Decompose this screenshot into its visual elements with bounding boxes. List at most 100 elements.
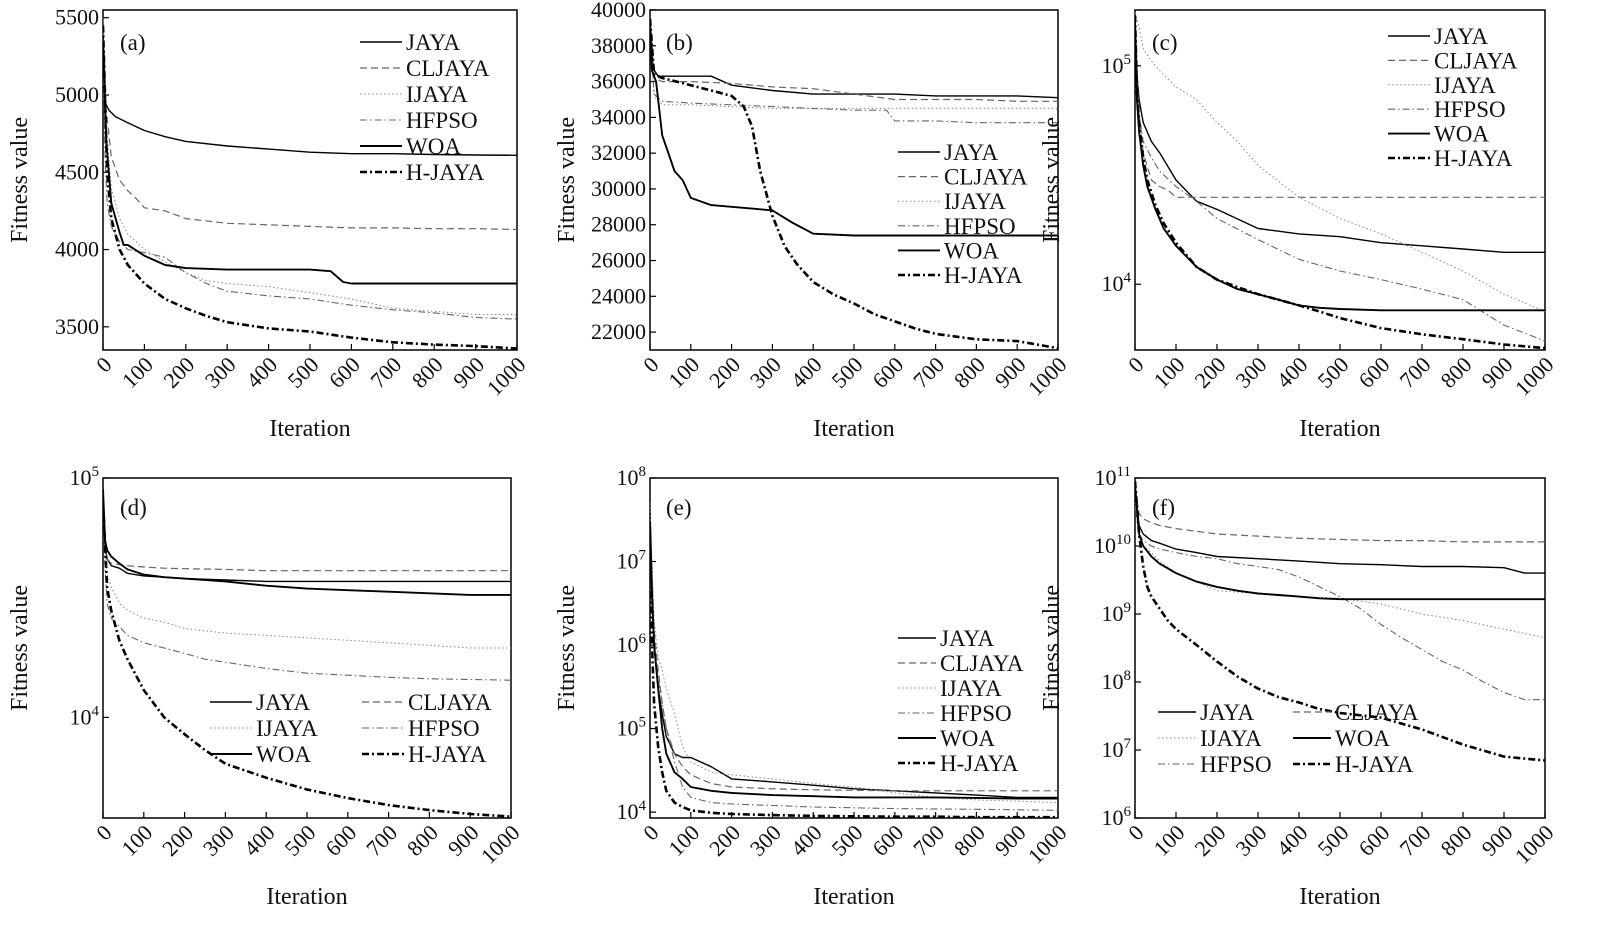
y-tick-label: 5500 [55,5,99,30]
legend-label-cljaya: CLJAYA [406,56,490,81]
series-line-woa [103,488,511,596]
y-axis-title: Fitness value [7,117,33,243]
legend-label-woa: WOA [406,134,461,159]
y-tick-label: 40000 [591,0,646,22]
series-line-ijaya [103,48,517,315]
series-line-cljaya [650,521,1058,792]
x-axis-title: Iteration [1299,416,1380,442]
series-line-cljaya [650,27,1058,102]
x-tick-label: 200 [704,820,745,861]
series-line-h-jaya [103,25,517,350]
legend-label-h-jaya: H-JAYA [1434,146,1513,171]
y-axis-title: Fitness value [1039,585,1065,711]
x-tick-label: 100 [117,352,158,393]
x-tick-label: 900 [1477,352,1518,393]
chart-panel-f: 0 100 200 300 400 500 600 700 800 900100010610710… [1039,464,1559,910]
y-tick-label: 38000 [591,33,646,58]
series-line-hfpso [1135,505,1545,701]
y-tick-label: 30000 [591,176,646,201]
y-tick-label: 36000 [591,69,646,94]
x-tick-label: 0 [1123,352,1148,377]
panel-tag: (e) [666,495,692,520]
x-tick-label: 800 [1436,352,1477,393]
legend-label-h-jaya: H-JAYA [944,263,1023,288]
y-tick-label: 105 [70,464,100,490]
legend: JAYA CLJAYA IJAYA WOA HFPSO H-JAYA [1158,700,1419,777]
x-tick-label: 100 [116,820,157,861]
series-line-woa [1135,484,1545,601]
legend-label-h-jaya: H-JAYA [406,160,485,185]
x-tick-label: 900 [443,820,484,861]
x-tick-label: 500 [1313,352,1354,393]
x-tick-label: 200 [1190,820,1231,861]
y-tick-label: 5000 [55,82,99,107]
panel-tag: (b) [666,30,693,55]
y-tick-label: 107 [617,548,647,574]
y-tick-label: 4000 [55,237,99,262]
series-line-ijaya [650,45,1058,109]
x-tick-label: 700 [361,820,402,861]
x-tick-label: 600 [320,820,361,861]
series-line-woa [650,27,1058,237]
series-line-jaya [103,33,517,156]
x-tick-label: 700 [1395,352,1436,393]
series-line-hfpso [650,536,1058,811]
legend-label-hfpso: HFPSO [1434,97,1506,122]
y-tick-label: 1011 [1095,464,1131,490]
legend-label-hfpso: HFPSO [408,716,480,741]
series-line-h-jaya [103,501,511,818]
x-tick-label: 500 [280,820,321,861]
x-tick-label: 600 [324,352,365,393]
x-tick-label: 800 [949,352,990,393]
x-tick-label: 200 [704,352,745,393]
y-tick-label: 3500 [55,314,99,339]
x-tick-label: 500 [283,352,324,393]
legend-label-jaya: JAYA [940,626,995,651]
series-line-woa [103,40,517,285]
legend-label-ijaya: IJAYA [1434,73,1496,98]
x-tick-label: 100 [663,352,704,393]
y-tick-label: 105 [1102,52,1132,78]
x-tick-label: 200 [158,352,199,393]
x-tick-label: 300 [198,820,239,861]
x-tick-label: 800 [402,820,443,861]
x-tick-label: 400 [241,352,282,393]
legend-label-hfpso: HFPSO [944,214,1016,239]
x-axis-title: Iteration [269,416,350,442]
x-axis-title: Iteration [813,416,894,442]
legend-label-h-jaya: H-JAYA [1335,752,1414,777]
x-tick-label: 400 [239,820,280,861]
series-line-ijaya [1135,498,1545,639]
x-tick-label: 100 [663,820,704,861]
x-tick-label: 0 [638,352,663,377]
series-group [103,488,511,818]
x-tick-label: 0 [91,352,116,377]
y-tick-label: 106 [617,631,647,657]
y-tick-label: 108 [1102,668,1132,694]
y-axis-title: Fitness value [1039,117,1065,243]
y-tick-label: 24000 [591,283,646,308]
y-tick-label: 104 [1102,270,1132,296]
x-tick-label: 800 [1436,820,1477,861]
x-tick-label: 0 [91,820,116,845]
x-tick-label: 1000 [1510,352,1559,401]
legend-label-woa: WOA [944,238,999,263]
legend-label-h-jaya: H-JAYA [408,742,487,767]
x-tick-label: 100 [1149,820,1190,861]
x-tick-label: 600 [1354,820,1395,861]
legend-label-jaya: JAYA [406,30,461,55]
x-axis-title: Iteration [266,884,347,910]
x-tick-label: 1000 [1510,820,1559,869]
series-line-jaya [1135,493,1545,574]
x-tick-label: 700 [365,352,406,393]
y-tick-label: 28000 [591,212,646,237]
legend-label-woa: WOA [940,726,995,751]
x-tick-label: 400 [1272,352,1313,393]
x-tick-label: 200 [157,820,198,861]
x-tick-label: 1000 [476,820,525,869]
